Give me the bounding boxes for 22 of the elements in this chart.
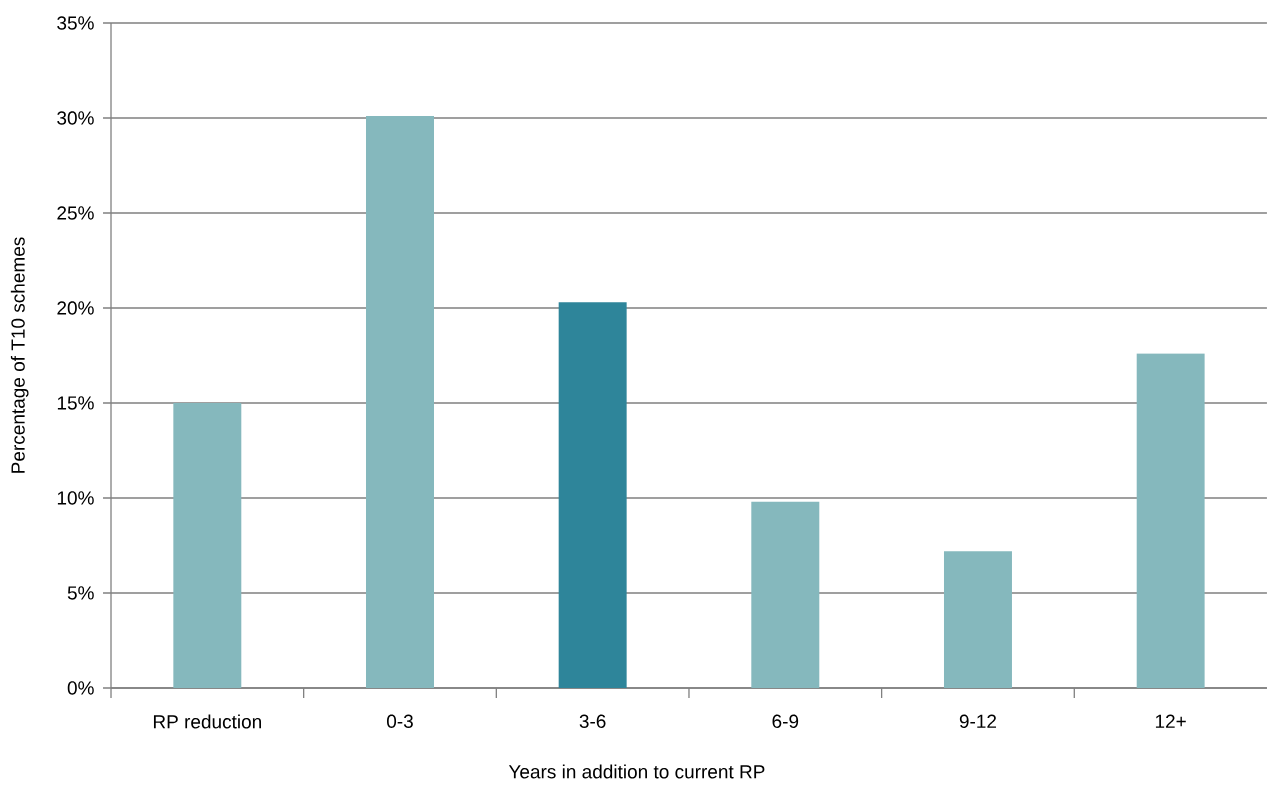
x-tick-label: 12+ — [1155, 714, 1186, 728]
y-tick-label: 5% — [67, 586, 94, 600]
y-axis-title: Percentage of T10 schemes — [10, 237, 29, 473]
bar — [943, 551, 1012, 688]
x-tick-label: 6-9 — [772, 714, 799, 728]
bar — [751, 501, 820, 688]
y-tick-label: 30% — [57, 111, 94, 125]
y-tick-label: 20% — [57, 301, 94, 315]
y-tick-label: 15% — [57, 396, 94, 410]
bar — [173, 402, 242, 688]
y-tick-label: 0% — [67, 681, 94, 695]
x-tick-label: 3-6 — [579, 714, 606, 728]
bar — [558, 302, 627, 688]
x-axis-title: Years in addition to current RP — [508, 764, 765, 779]
y-tick-label: 35% — [57, 16, 94, 30]
bar — [365, 116, 434, 688]
bar — [1136, 353, 1205, 688]
x-tick-label: 0-3 — [387, 714, 413, 728]
x-tick-label: 9-12 — [959, 714, 997, 728]
y-tick-label: 10% — [57, 491, 94, 505]
y-tick-label: 25% — [57, 206, 94, 220]
x-tick-label: RP reduction — [153, 714, 261, 729]
